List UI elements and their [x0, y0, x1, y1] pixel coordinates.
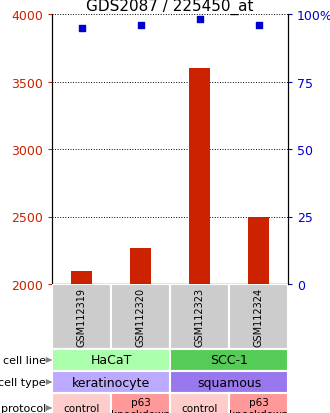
- Bar: [189, 69, 210, 284]
- Text: SCC-1: SCC-1: [210, 354, 248, 367]
- Bar: [52, 284, 111, 349]
- Text: cell line: cell line: [3, 355, 46, 365]
- Text: p63
knockdown: p63 knockdown: [229, 397, 288, 413]
- Bar: [52, 349, 170, 371]
- Text: GSM112323: GSM112323: [194, 287, 205, 346]
- Bar: [71, 271, 92, 284]
- Text: squamous: squamous: [197, 375, 261, 389]
- Bar: [130, 248, 151, 284]
- Title: GDS2087 / 225450_at: GDS2087 / 225450_at: [86, 0, 254, 15]
- Text: control: control: [63, 403, 100, 413]
- Bar: [170, 349, 288, 371]
- Bar: [111, 284, 170, 349]
- Point: [197, 17, 202, 24]
- Bar: [52, 393, 111, 413]
- Text: cell type: cell type: [0, 377, 46, 387]
- Text: protocol: protocol: [1, 403, 46, 413]
- Point: [138, 22, 143, 29]
- Bar: [229, 284, 288, 349]
- Point: [79, 25, 84, 32]
- Bar: [52, 371, 170, 393]
- Bar: [170, 284, 229, 349]
- Point: [256, 22, 261, 29]
- Text: keratinocyte: keratinocyte: [72, 375, 150, 389]
- Bar: [111, 393, 170, 413]
- Text: GSM112324: GSM112324: [253, 287, 263, 346]
- Text: GSM112319: GSM112319: [77, 287, 86, 346]
- Bar: [170, 393, 229, 413]
- Bar: [229, 393, 288, 413]
- Text: p63
knockdown: p63 knockdown: [111, 397, 170, 413]
- Bar: [170, 371, 288, 393]
- Text: GSM112320: GSM112320: [136, 287, 146, 346]
- Text: HaCaT: HaCaT: [90, 354, 132, 367]
- Bar: [248, 217, 269, 284]
- Text: control: control: [181, 403, 218, 413]
